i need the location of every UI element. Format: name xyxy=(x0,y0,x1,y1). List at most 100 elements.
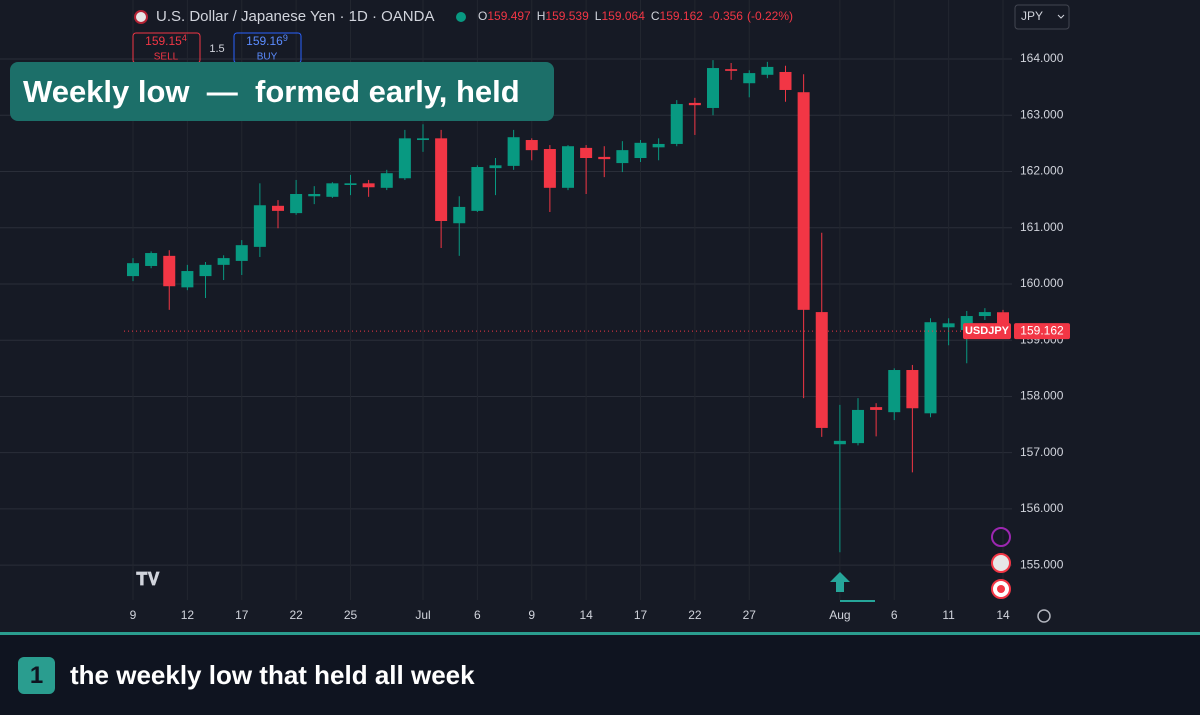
price-tag: 159.162 xyxy=(1020,323,1064,337)
step-badge: 1 xyxy=(18,657,55,694)
ohlc-values: O159.497 H159.539 L159.064 C159.162 -0.356 (-… xyxy=(478,9,793,23)
x-tick-label: 17 xyxy=(235,608,249,622)
y-tick-label: 161.000 xyxy=(1020,220,1064,234)
x-tick-label: 25 xyxy=(344,608,358,622)
candle-body xyxy=(580,147,593,159)
market-status xyxy=(456,12,466,22)
flag-icon xyxy=(134,10,148,24)
candle-body xyxy=(380,173,393,188)
candle-body xyxy=(833,440,846,445)
candle-body xyxy=(489,165,502,169)
spread: 1.5 xyxy=(209,43,224,55)
currency: JPY xyxy=(1021,9,1043,23)
candle-body xyxy=(344,183,357,186)
candle-body xyxy=(978,312,991,317)
ohlc-value: 159.539 xyxy=(545,9,589,23)
svg-text:159.169: 159.169 xyxy=(246,33,288,48)
x-tick-label: 9 xyxy=(528,608,535,622)
x-tick-label: 17 xyxy=(634,608,648,622)
price-tag-bg xyxy=(1014,323,1070,340)
candle-body xyxy=(525,140,538,151)
candle-body xyxy=(398,138,411,179)
x-tick-label: 14 xyxy=(579,608,593,622)
event-icon[interactable] xyxy=(991,553,1011,573)
x-tick-label: Jul xyxy=(415,608,430,622)
candle-body xyxy=(507,137,520,166)
candle-body xyxy=(852,409,864,444)
chart: U.S. Dollar / Japanese Yen · 1D · OANDA … xyxy=(0,0,1070,623)
candle-body xyxy=(562,146,574,188)
candle-body xyxy=(797,92,810,310)
ohlc-value: 159.497 xyxy=(487,9,531,23)
sell-label: SELL xyxy=(154,52,179,63)
dropdown-arrow xyxy=(1057,14,1065,19)
candle-body xyxy=(471,167,484,211)
x-tick-label: 6 xyxy=(891,608,898,622)
logo: 𝐓𝐕 xyxy=(136,569,161,589)
x-tick-label: 11 xyxy=(942,608,955,622)
candle-body xyxy=(707,68,719,108)
y-tick-label: 157.000 xyxy=(1020,445,1064,459)
caption: the weekly low that held all week xyxy=(70,660,475,690)
x-tick-label: 6 xyxy=(474,608,481,622)
candle-body xyxy=(598,156,611,160)
candle-body xyxy=(779,71,792,90)
candle-body xyxy=(145,253,158,266)
buy-pipette: 9 xyxy=(283,33,288,43)
currency-select[interactable] xyxy=(1014,4,1070,30)
candle-body xyxy=(163,255,176,287)
ohlc-letter: O xyxy=(478,9,487,23)
symbol-tag: USDJPY xyxy=(965,325,1010,337)
x-tick-label: 12 xyxy=(181,608,195,622)
y-tick-label: 155.000 xyxy=(1020,557,1064,571)
candle-body xyxy=(670,104,683,144)
event-icon[interactable] xyxy=(991,527,1011,547)
y-tick-label: 156.000 xyxy=(1020,501,1064,515)
ohlc-letter: L xyxy=(595,9,602,23)
sell-pipette: 4 xyxy=(182,33,187,43)
candle-body xyxy=(906,370,919,409)
y-tick-label: 164.000 xyxy=(1020,51,1064,65)
candle-body xyxy=(308,194,321,197)
candle-body xyxy=(761,66,774,75)
y-tick-label: 158.000 xyxy=(1020,389,1064,403)
candle-body xyxy=(217,258,230,265)
sell-price: 159.15 xyxy=(145,34,182,48)
candle-body xyxy=(326,183,339,197)
ohlc-value: 159.064 xyxy=(601,9,645,23)
candle-body xyxy=(272,205,284,211)
svg-text:159.154: 159.154 xyxy=(145,33,187,48)
buy-price: 159.16 xyxy=(246,34,283,48)
candle-body xyxy=(127,263,139,277)
x-tick-label: 14 xyxy=(996,608,1010,622)
candle-body xyxy=(417,138,429,141)
candle-body xyxy=(924,322,937,414)
x-tick-label: 27 xyxy=(743,608,757,622)
ohlc-letter: C xyxy=(651,9,660,23)
candle-body xyxy=(453,206,466,224)
x-tick-label: 22 xyxy=(289,608,303,622)
candle-body xyxy=(815,312,828,428)
x-tick-label: 22 xyxy=(688,608,702,622)
candle-body xyxy=(888,370,901,413)
arrow-marker xyxy=(830,572,850,592)
ohlc-letter: H xyxy=(537,9,546,23)
ohlc-value: 159.162 xyxy=(660,9,704,23)
candle-body xyxy=(652,143,665,148)
settings-icon[interactable] xyxy=(1037,609,1051,623)
candle-body xyxy=(435,138,448,221)
change-pct: (-0.22%) xyxy=(747,9,793,23)
event-icon-dot xyxy=(997,585,1005,593)
y-tick-label: 162.000 xyxy=(1020,164,1064,178)
y-tick-label: 160.000 xyxy=(1020,276,1064,290)
y-tick-label: 163.000 xyxy=(1020,107,1064,121)
candle-body xyxy=(543,149,556,188)
candle-body xyxy=(616,150,629,164)
candle-body xyxy=(870,407,883,410)
candle-body xyxy=(688,102,701,106)
candle-body xyxy=(942,323,955,328)
annotation: Weekly low — formed early, held xyxy=(10,62,554,121)
candle-body xyxy=(362,183,375,188)
candle-body xyxy=(743,73,756,84)
